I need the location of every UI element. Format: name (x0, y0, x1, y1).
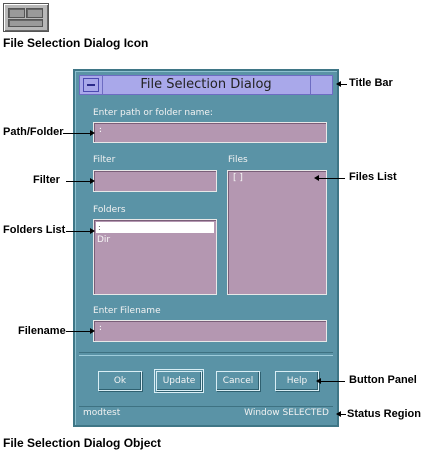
button-panel-leader (320, 381, 345, 382)
help-button[interactable]: Help (275, 371, 319, 391)
folders-list-item[interactable]: Dir (97, 235, 111, 245)
folders-list-arrow (90, 228, 95, 234)
button-panel-callout: Button Panel (349, 374, 417, 386)
status-region-arrow (336, 411, 341, 417)
folders-label: Folders (93, 205, 126, 215)
filename-label: Enter Filename (93, 306, 161, 316)
files-label: Files (228, 155, 248, 165)
files-list-item[interactable]: [ ] (233, 173, 243, 183)
filter-arrow (90, 178, 95, 184)
folders-list-callout: Folders List (3, 224, 66, 236)
folders-list[interactable]: : Dir (93, 219, 217, 295)
title-bar-arrow (336, 81, 341, 87)
icon-pane-bottom (8, 19, 43, 27)
filename-arrow (90, 328, 95, 334)
filename-callout: Filename (18, 325, 66, 337)
files-list-leader (318, 178, 345, 179)
path-folder-leader (63, 133, 90, 134)
window-menu-button[interactable] (83, 78, 99, 92)
folders-list-item-selected[interactable]: : (96, 222, 214, 233)
title-bar-corner-left (310, 76, 311, 94)
object-caption: File Selection Dialog Object (3, 436, 162, 450)
path-folder-callout: Path/Folder (3, 126, 64, 138)
path-folder-arrow (90, 130, 95, 136)
filename-input[interactable]: : (93, 320, 327, 342)
file-selection-dialog: File Selection Dialog Enter path or fold… (73, 69, 339, 427)
filename-leader (66, 331, 90, 332)
status-region-leader (340, 414, 346, 415)
path-input[interactable]: : (93, 122, 327, 143)
path-input-value: : (98, 125, 103, 134)
status-left-text: modtest (83, 408, 121, 418)
icon-caption: File Selection Dialog Icon (3, 36, 149, 50)
title-bar[interactable]: File Selection Dialog (79, 75, 333, 95)
filter-leader (66, 181, 90, 182)
files-list[interactable]: [ ] (227, 170, 327, 295)
icon-pane-left (8, 8, 25, 18)
icon-pane-right (26, 8, 43, 18)
files-list-arrow (314, 175, 319, 181)
title-bar-corner-right (102, 76, 103, 94)
folders-list-leader (66, 231, 90, 232)
title-bar-leader (340, 84, 347, 85)
status-region: modtest Window SELECTED (79, 406, 333, 421)
cancel-button[interactable]: Cancel (216, 371, 260, 391)
minimized-window-icon[interactable] (3, 3, 49, 32)
filter-input[interactable] (93, 170, 217, 192)
status-right-text: Window SELECTED (244, 408, 329, 418)
dialog-title: File Selection Dialog (140, 77, 272, 92)
path-label: Enter path or folder name: (93, 108, 213, 118)
files-list-callout: Files List (349, 171, 397, 183)
ok-button[interactable]: Ok (98, 371, 142, 391)
title-bar-callout: Title Bar (349, 77, 393, 89)
filename-input-value: : (98, 323, 103, 332)
filter-label: Filter (93, 155, 116, 165)
button-panel-divider (79, 352, 333, 356)
button-panel-arrow (316, 378, 321, 384)
status-region-callout: Status Region (347, 408, 421, 420)
filter-callout: Filter (33, 174, 60, 186)
update-button[interactable]: Update (154, 369, 204, 393)
